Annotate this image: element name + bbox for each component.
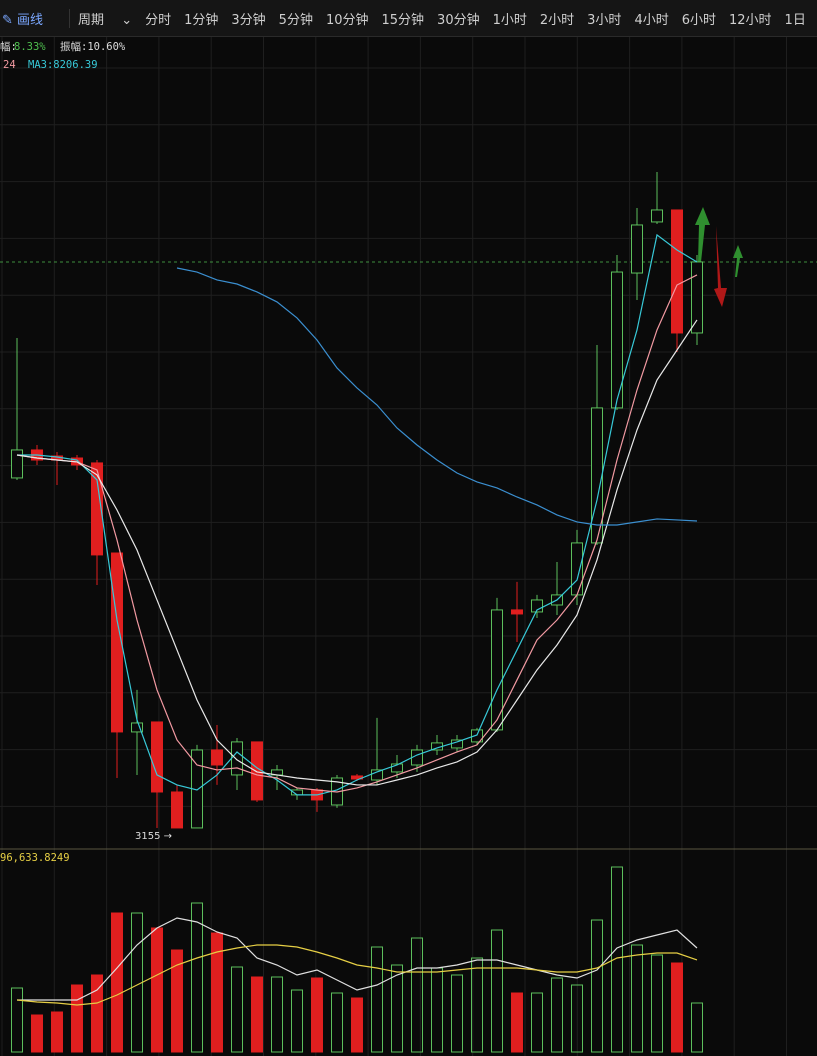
interval-tab[interactable]: 5分钟 [278, 12, 313, 28]
volume-bar [451, 974, 463, 1053]
candle-body [471, 729, 483, 743]
ma-line [17, 917, 698, 1001]
volume-bar [291, 989, 303, 1053]
candle-body [651, 209, 663, 223]
volume-bar [191, 902, 203, 1053]
volume-bar [631, 944, 643, 1053]
interval-tab[interactable]: 30分钟 [437, 12, 480, 28]
change-label: 幅: [0, 40, 17, 53]
candle-body [151, 721, 163, 793]
arrow-icon [695, 207, 710, 262]
volume-bar [91, 974, 103, 1053]
volume-bar [471, 957, 483, 1053]
period-menu[interactable]: 周期 ⌄ [69, 8, 132, 28]
candle-body [531, 599, 543, 613]
ma-line [16, 319, 698, 786]
draw-label: 画线 [17, 12, 44, 28]
volume-bar [311, 977, 323, 1053]
candle-body [91, 462, 103, 556]
draw-button[interactable]: ✎ 画线 [2, 12, 44, 28]
volume-bar [71, 984, 83, 1053]
candle-body [11, 449, 23, 479]
ma-line [17, 233, 698, 796]
volume-bar [251, 976, 263, 1053]
volume-bar [571, 984, 583, 1053]
interval-tab[interactable]: 1日 [784, 12, 806, 28]
candle-body [211, 749, 223, 766]
volume-bar [51, 1011, 63, 1053]
interval-tab[interactable]: 4小时 [634, 12, 669, 28]
candle-body [671, 209, 683, 334]
volume-bar [531, 992, 543, 1053]
volume-bar [331, 992, 343, 1053]
interval-tab[interactable]: 15分钟 [381, 12, 425, 28]
volume-bar [211, 932, 223, 1053]
ma-line [16, 944, 698, 1006]
volume-bar [31, 1014, 43, 1053]
interval-tab[interactable]: 分时 [145, 12, 172, 28]
interval-list: 分时 1分钟 3分钟 5分钟 10分钟 15分钟 30分钟 1小时 2小时 3小时 4小时 6小时 12… [145, 9, 817, 28]
candle-body [111, 552, 123, 733]
ma-line [16, 274, 698, 793]
interval-tab[interactable]: 6小时 [681, 12, 716, 28]
volume-bar [351, 997, 363, 1053]
candle-body [611, 271, 623, 409]
volume-bar [551, 977, 563, 1053]
change: 8.33% [14, 41, 46, 53]
volume-bar [111, 912, 123, 1053]
volume-bar [651, 954, 663, 1053]
interval-tab[interactable]: 3分钟 [231, 12, 266, 28]
interval-tab[interactable]: 3小时 [587, 12, 622, 28]
ma-line [176, 267, 698, 526]
period-label: 周期 [78, 12, 105, 28]
legend-entry: 24 [3, 59, 16, 71]
volume-bar [691, 1002, 703, 1053]
volume-bar [11, 987, 23, 1053]
amplitude: 振幅:10.60% [60, 40, 126, 53]
candle-body [571, 542, 583, 596]
volume-bar [171, 949, 183, 1053]
low-label: 3155 → [135, 831, 172, 842]
interval-tab[interactable]: 1分钟 [184, 12, 219, 28]
candle-body [511, 609, 523, 615]
volume-bar [271, 976, 283, 1053]
volume-bar [411, 937, 423, 1053]
interval-tab[interactable]: 2小时 [539, 12, 575, 28]
toolbar: ✎ 画线 周期 ⌄ 分时 1分钟 3分钟 5分钟 10分钟 15分钟 30分钟 1小时 2小时 3… [0, 0, 817, 37]
volume-bar [491, 929, 503, 1053]
volume-bar [671, 962, 683, 1053]
volume-bar [151, 927, 163, 1053]
candle-body [691, 261, 703, 334]
legend-entry: MA3:8206.39 [28, 59, 98, 71]
interval-tab[interactable]: 1小时 [492, 12, 527, 28]
volume-bar [511, 992, 523, 1053]
volume-bar [391, 964, 403, 1053]
candle-body [391, 763, 403, 773]
candle-body [171, 791, 183, 829]
candle-body [231, 741, 243, 776]
arrow-icon [733, 245, 743, 277]
volume-bar [371, 946, 383, 1053]
volume-bar [611, 866, 623, 1053]
candle-body [371, 769, 383, 781]
volume-bar [231, 966, 243, 1053]
candle-body [631, 224, 643, 274]
interval-tab[interactable]: 12小时 [729, 12, 772, 28]
volume-ma-label: 96,633.8249 [0, 852, 70, 864]
arrow-icon [714, 226, 727, 307]
candle-body [131, 722, 143, 733]
volume-bar [591, 919, 603, 1053]
interval-tab[interactable]: 10分钟 [325, 12, 369, 28]
